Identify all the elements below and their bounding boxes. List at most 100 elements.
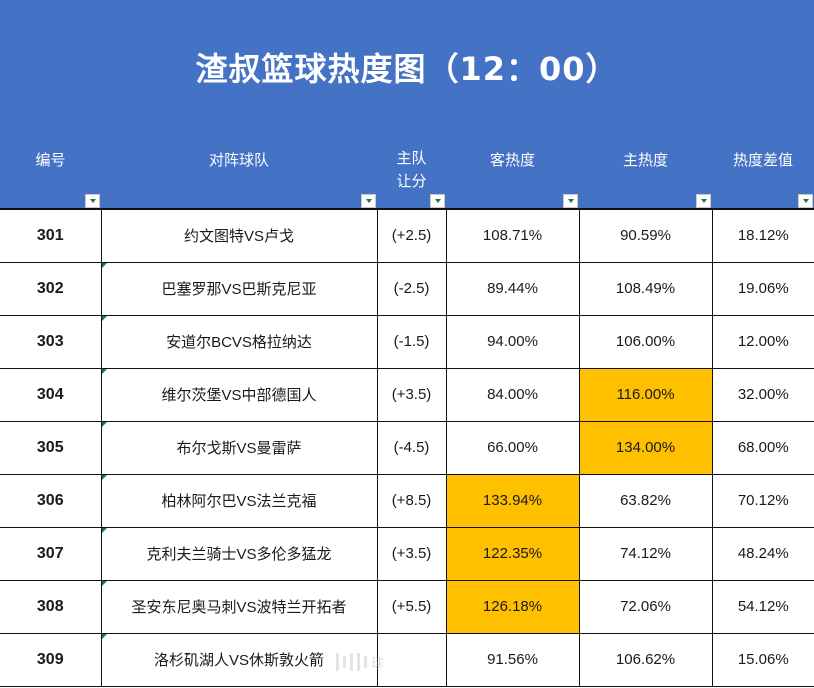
- cell-handicap[interactable]: (-1.5): [376, 314, 447, 369]
- cell-heat-diff[interactable]: 12.00%: [711, 314, 814, 369]
- cell-text: 12.00%: [737, 333, 789, 350]
- cell-match[interactable]: 布尔戈斯VS曼雷萨: [100, 420, 378, 475]
- cell-handicap[interactable]: (-2.5): [376, 261, 447, 316]
- cell-comment-marker: [101, 474, 107, 480]
- cell-id[interactable]: 305: [0, 420, 102, 475]
- cell-away-heat[interactable]: 91.56%: [445, 632, 580, 687]
- cell-text: 安道尔BCVS格拉纳达: [166, 334, 312, 351]
- cell-id[interactable]: 304: [0, 367, 102, 422]
- cell-handicap[interactable]: (-4.5): [376, 420, 447, 475]
- cell-id[interactable]: 302: [0, 261, 102, 316]
- cell-home-heat[interactable]: 72.06%: [578, 579, 713, 634]
- cell-home-heat[interactable]: 106.00%: [578, 314, 713, 369]
- cell-heat-diff[interactable]: 68.00%: [711, 420, 814, 475]
- cell-away-heat[interactable]: 94.00%: [445, 314, 580, 369]
- cell-comment-marker: [101, 421, 107, 427]
- cell-match[interactable]: 巴塞罗那VS巴斯克尼亚: [100, 261, 378, 316]
- cell-handicap[interactable]: (+3.5): [376, 367, 447, 422]
- cell-comment-marker: [101, 527, 107, 533]
- cell-home-heat[interactable]: 90.59%: [578, 208, 713, 263]
- cell-id[interactable]: 306: [0, 473, 102, 528]
- cell-match[interactable]: 安道尔BCVS格拉纳达: [100, 314, 378, 369]
- cell-handicap[interactable]: (+2.5): [376, 208, 447, 263]
- cell-heat-diff[interactable]: 48.24%: [711, 526, 814, 581]
- cell-text: 克利夫兰骑士VS多伦多猛龙: [146, 546, 332, 563]
- column-header-handicap-line1: 主队: [396, 149, 427, 167]
- cell-text: 84.00%: [487, 386, 538, 403]
- column-header-handicap-line2: 让分: [396, 172, 427, 190]
- cell-home-heat[interactable]: 74.12%: [578, 526, 713, 581]
- column-header-id: 编号: [35, 151, 66, 169]
- cell-home-heat[interactable]: 108.49%: [578, 261, 713, 316]
- cell-id[interactable]: 307: [0, 526, 102, 581]
- cell-text: 68.00%: [737, 439, 789, 456]
- filter-button-heat-diff[interactable]: [798, 194, 813, 208]
- cell-match[interactable]: 克利夫兰骑士VS多伦多猛龙: [100, 526, 378, 581]
- cell-text: (+2.5): [391, 227, 432, 245]
- cell-comment-marker: [101, 368, 107, 374]
- chevron-down-icon: [567, 199, 574, 203]
- cell-heat-diff[interactable]: 15.06%: [711, 632, 814, 687]
- cell-home-heat[interactable]: 106.62%: [578, 632, 713, 687]
- cell-id[interactable]: 303: [0, 314, 102, 369]
- table-row: 302 巴塞罗那VS巴斯克尼亚 (-2.5) 89.44% 108.49% 19.06%: [0, 261, 814, 316]
- chevron-down-icon: [802, 199, 809, 203]
- cell-text: 72.06%: [620, 598, 671, 615]
- cell-match[interactable]: 洛杉矶湖人VS休斯敦火箭: [100, 632, 378, 687]
- cell-text: 307: [36, 544, 64, 562]
- cell-away-heat[interactable]: 108.71%: [445, 208, 580, 263]
- cell-text: 106.00%: [615, 333, 676, 350]
- cell-handicap[interactable]: (+5.5): [376, 579, 447, 634]
- chevron-down-icon: [365, 199, 372, 203]
- cell-handicap[interactable]: (+3.5): [376, 526, 447, 581]
- cell-home-heat[interactable]: 63.82%: [578, 473, 713, 528]
- cell-id[interactable]: 301: [0, 208, 102, 263]
- cell-away-heat[interactable]: 133.94%: [445, 473, 580, 528]
- cell-text: 布尔戈斯VS曼雷萨: [176, 440, 302, 457]
- cell-away-heat[interactable]: 89.44%: [445, 261, 580, 316]
- table-row: 304 维尔茨堡VS中部德国人 (+3.5) 84.00% 116.00% 32.00%: [0, 367, 814, 422]
- cell-handicap[interactable]: (+8.5): [376, 473, 447, 528]
- cell-text: 301: [36, 226, 64, 244]
- cell-text: 66.00%: [487, 439, 538, 456]
- cell-text: 306: [36, 491, 64, 509]
- filter-button-away-heat[interactable]: [563, 194, 578, 208]
- filter-button-match[interactable]: [361, 194, 376, 208]
- cell-id[interactable]: 308: [0, 579, 102, 634]
- filter-button-handicap[interactable]: [430, 194, 445, 208]
- cell-text: 巴塞罗那VS巴斯克尼亚: [161, 281, 317, 298]
- cell-home-heat[interactable]: 134.00%: [578, 420, 713, 475]
- cell-text: 126.18%: [482, 598, 543, 615]
- table-row: 303 安道尔BCVS格拉纳达 (-1.5) 94.00% 106.00% 12.00%: [0, 314, 814, 369]
- cell-match[interactable]: 柏林阿尔巴VS法兰克福: [100, 473, 378, 528]
- filter-button-id[interactable]: [85, 194, 100, 208]
- cell-away-heat[interactable]: 66.00%: [445, 420, 580, 475]
- cell-heat-diff[interactable]: 54.12%: [711, 579, 814, 634]
- cell-heat-diff[interactable]: 19.06%: [711, 261, 814, 316]
- cell-text: (+5.5): [391, 598, 432, 615]
- cell-text: (+3.5): [391, 545, 432, 562]
- filter-button-home-heat[interactable]: [696, 194, 711, 208]
- table-row: 306 柏林阿尔巴VS法兰克福 (+8.5) 133.94% 63.82% 70.12%: [0, 473, 814, 528]
- cell-away-heat[interactable]: 126.18%: [445, 579, 580, 634]
- cell-away-heat[interactable]: 84.00%: [445, 367, 580, 422]
- cell-text: (-1.5): [393, 333, 430, 350]
- cell-heat-diff[interactable]: 70.12%: [711, 473, 814, 528]
- cell-home-heat[interactable]: 116.00%: [578, 367, 713, 422]
- cell-comment-marker: [101, 262, 107, 268]
- column-header-away-heat: 客热度: [489, 151, 535, 169]
- cell-id[interactable]: 309: [0, 632, 102, 687]
- cell-away-heat[interactable]: 122.35%: [445, 526, 580, 581]
- cell-text: (+3.5): [391, 386, 432, 403]
- cell-heat-diff[interactable]: 32.00%: [711, 367, 814, 422]
- cell-text: 15.06%: [737, 651, 789, 668]
- cell-match[interactable]: 约文图特VS卢戈: [100, 208, 378, 263]
- cell-text: (+8.5): [391, 492, 432, 509]
- cell-text: 133.94%: [482, 492, 543, 509]
- cell-match[interactable]: 维尔茨堡VS中部德国人: [100, 367, 378, 422]
- cell-match[interactable]: 圣安东尼奥马刺VS波特兰开拓者: [100, 579, 378, 634]
- cell-text: 302: [36, 279, 64, 297]
- cell-heat-diff[interactable]: 18.12%: [711, 208, 814, 263]
- cell-text: 108.49%: [615, 280, 676, 297]
